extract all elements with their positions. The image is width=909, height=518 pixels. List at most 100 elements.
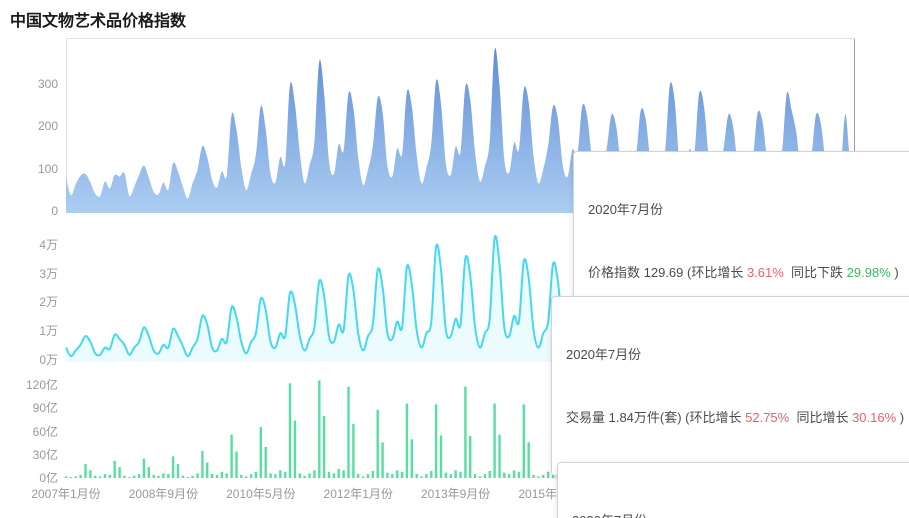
amount-bar [361,476,365,478]
amount-bar [410,439,413,479]
x-axis-tick-label: 2007年1月份 [31,487,101,501]
amount-bar [186,477,189,478]
amount-bar [313,470,316,479]
y-axis-tick-label: 2万 [39,295,58,310]
amount-bar [459,471,462,478]
amount-bar [98,476,102,478]
amount-bar [488,471,491,478]
amount-bar [357,474,360,478]
amount-bar [425,474,428,478]
amount-bar [517,471,521,478]
amount-bar [386,472,389,478]
amount-bar [449,474,452,478]
y-axis-tick-label: 200 [37,119,58,134]
tooltip-text: 价格指数 129.69 (环比增长 [588,265,747,280]
tooltip-line: 价格指数 129.69 (环比增长 3.61% 同比下跌 29.98% ) [588,262,899,283]
amount-bar [469,436,472,478]
amount-bar [225,473,228,479]
amount-bar [137,474,141,478]
amount-bar [522,404,525,478]
tooltip-date: 2020年7月份 [572,510,903,518]
amount-bar [352,423,355,479]
y-axis-tick-label: 4万 [39,237,58,252]
amount-bar [206,462,209,478]
amount-bar [269,473,272,479]
amount-bar [376,409,379,478]
amount-bar [147,467,150,478]
amount-bar [191,475,194,478]
y-axis-tick-label: 120亿 [25,378,58,392]
amount-bar [254,471,258,478]
amount-bar [279,470,282,479]
tooltip-amount: 2020年7月份 交易额 42.88亿元 (环比增长 894.09% 同比增长 … [557,462,909,518]
amount-bar [318,380,321,479]
amount-bar [74,476,77,478]
amount-bar [176,464,180,479]
amount-bar [196,473,199,479]
amount-bar [400,471,404,478]
amount-bar [157,475,160,478]
amount-bar [483,474,487,478]
tooltip-volume: 2020年7月份 交易量 1.84万件(套) (环比增长 52.75% 同比增长… [551,296,909,476]
y-axis-tick-label: 0 [51,204,58,218]
amount-bar [347,386,350,479]
amount-bar [220,471,224,478]
amount-bar [405,403,409,478]
tooltip-text: 交易量 1.84万件(套) (环比增长 [566,410,746,425]
tooltip-yoy-value: 30.16% [852,410,897,425]
amount-bar [123,475,126,478]
amount-bar [444,472,448,478]
amount-bar [259,426,262,478]
y-axis-tick-label: 0万 [39,353,58,367]
tooltip-yoy-value: 29.98% [846,265,891,280]
amount-bar [162,473,165,479]
amount-bar [235,451,238,478]
amount-bar [537,476,540,478]
amount-bar [79,474,82,478]
amount-bar [215,474,219,478]
amount-bar [245,476,248,478]
amount-bar [547,471,550,478]
amount-bar [171,456,175,478]
x-axis-tick-label: 2013年9月份 [420,487,491,501]
amount-bar [420,476,423,478]
amount-bar [128,477,131,478]
amount-bar [113,460,116,478]
tooltip-date: 2020年7月份 [566,347,642,362]
tooltip-text3: ) [896,410,905,425]
y-axis-tick-label: 1万 [39,324,58,339]
amount-bar [478,476,482,478]
amount-bar [532,474,535,478]
x-axis-tick-label: 2010年5月份 [226,487,296,501]
amount-bar [167,474,170,478]
amount-bar [542,474,545,478]
amount-bar [133,475,136,478]
amount-bar [142,458,146,478]
amount-bar [264,447,267,478]
amount-bar [498,434,501,478]
amount-bar [493,403,496,478]
y-axis-tick-label: 30亿 [32,447,58,462]
amount-bar [454,470,457,479]
amount-bar [293,420,297,478]
amount-bar [181,475,185,478]
amount-bar [464,386,467,479]
amount-bar [527,442,530,478]
y-axis-tick-label: 60亿 [32,424,58,439]
amount-bar [298,473,301,479]
amount-bar [240,474,243,478]
amount-bar [396,470,399,479]
amount-bar [434,404,438,478]
amount-bar [249,474,253,478]
y-axis-tick-label: 300 [37,77,58,92]
x-axis-tick-label: 2008年9月份 [128,487,199,501]
y-axis-tick-label: 3万 [39,266,58,281]
amount-bar [210,474,214,478]
amount-bar [201,450,204,478]
page-title: 中国文物艺术品价格指数 [10,13,187,30]
amount-bar [322,416,326,478]
amount-bar [503,472,506,478]
amount-bar [439,435,443,478]
amount-bar [64,476,68,478]
